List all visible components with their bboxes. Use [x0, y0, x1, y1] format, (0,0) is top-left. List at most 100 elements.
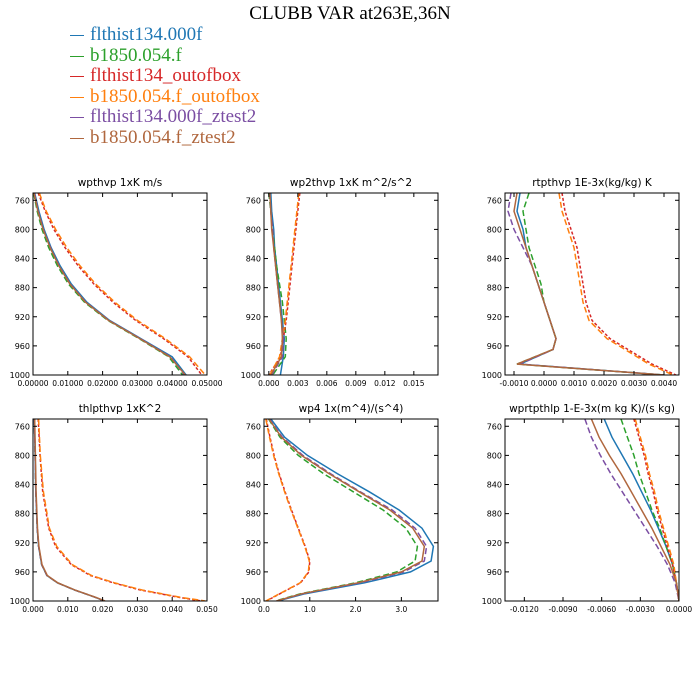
legend-label: b1850.054.f [90, 44, 182, 66]
x-tick-label: 0.015 [403, 379, 425, 388]
panel-2: wp2thvp 1xK m^2/s^2 760 800 840 880 920 960 100… [241, 177, 439, 388]
series-line-4 [558, 193, 674, 375]
x-tick-label: 0.003 [287, 379, 309, 388]
series-line-2 [267, 419, 419, 601]
legend-label: b1850.054.f_outofbox [90, 85, 260, 107]
x-tick-label: 0.01000 [52, 379, 83, 388]
x-tick-label: 0.050 [196, 605, 218, 614]
series-line-3 [561, 193, 677, 375]
panel-title: wp2thvp 1xK m^2/s^2 [290, 177, 412, 189]
y-tick-label: 960 [487, 342, 502, 351]
x-tick-label: 0.0000 [666, 605, 692, 614]
y-tick-label: 960 [487, 568, 502, 577]
y-tick-label: 880 [246, 510, 261, 519]
legend-item: b1850.054.f_ztest2 [70, 126, 260, 149]
y-tick-label: 1000 [10, 371, 30, 380]
series-line-1 [270, 193, 286, 375]
series-line-2 [516, 193, 665, 375]
x-tick-label: -0.0030 [626, 605, 655, 614]
x-tick-label: 0.040 [161, 605, 183, 614]
series-line-4 [269, 193, 300, 375]
series-line-4 [265, 419, 311, 601]
y-tick-label: 800 [246, 451, 261, 460]
y-tick-label: 920 [246, 313, 261, 322]
x-tick-label: 0.0020 [591, 379, 617, 388]
legend-label: flthist134_outofbox [90, 65, 241, 86]
y-tick-label: 880 [15, 284, 30, 293]
y-tick-label: 760 [246, 196, 261, 205]
y-tick-label: 920 [246, 539, 261, 548]
y-tick-label: 880 [487, 284, 502, 293]
legend-label: flthist134.000f_ztest2 [90, 106, 257, 127]
series-line-3 [265, 419, 311, 601]
panel-title: wprtpthlp 1-E-3x(m kg K)/(s kg) [509, 403, 675, 415]
y-tick-label: 1000 [482, 597, 502, 606]
y-tick-label: 840 [487, 255, 502, 264]
series-line-2 [620, 419, 679, 601]
panel-4: thlpthvp 1xK^2 760 800 840 880 920 960 10000.00… [10, 403, 218, 614]
x-tick-label: 0.04000 [157, 379, 188, 388]
x-tick-label: 2.0 [350, 605, 362, 614]
y-tick-label: 880 [246, 284, 261, 293]
series-line-6 [268, 419, 426, 601]
legend-item: flthist134_outofbox [70, 65, 260, 87]
y-tick-label: 920 [15, 539, 30, 548]
legend-swatch [70, 117, 84, 119]
x-tick-label: 1.0 [304, 605, 316, 614]
x-tick-label: 0.0030 [621, 379, 647, 388]
series-line-5 [33, 193, 185, 375]
x-tick-label: 0.020 [92, 605, 114, 614]
y-tick-label: 960 [15, 568, 30, 577]
y-tick-label: 800 [246, 225, 261, 234]
series-line-6 [33, 193, 186, 375]
panel-1: wpthvp 1xK m/s 760 800 840 880 920 960 10000.00… [10, 177, 223, 388]
plot-frame [504, 192, 680, 376]
series-line-1 [270, 419, 435, 601]
y-tick-label: 760 [15, 196, 30, 205]
legend-swatch [70, 35, 84, 37]
plot-frame [263, 192, 439, 376]
y-tick-label: 840 [246, 255, 261, 264]
y-tick-label: 1000 [482, 371, 502, 380]
x-tick-label: 0.03000 [122, 379, 153, 388]
x-tick-label: 0.0040 [651, 379, 677, 388]
x-tick-label: 0.00000 [17, 379, 48, 388]
panel-3: rtpthvp 1E-3x(kg/kg) K 760 800 840 880 920 960… [482, 177, 680, 388]
y-tick-label: 760 [246, 422, 261, 431]
plot-frame [504, 418, 680, 602]
legend: flthist134.000f b1850.054.f flthist134_o… [70, 24, 260, 149]
legend-swatch [70, 55, 84, 57]
legend-label: b1850.054.f_ztest2 [90, 126, 236, 148]
plot-frame [32, 192, 208, 376]
legend-swatch [70, 137, 84, 139]
x-tick-label: 0.030 [127, 605, 149, 614]
x-tick-label: 3.0 [395, 605, 407, 614]
x-tick-label: 0.02000 [87, 379, 118, 388]
plot-frame [263, 418, 439, 602]
x-tick-label: 0.000 [22, 605, 44, 614]
legend-item: b1850.054.f_outofbox [70, 85, 260, 108]
y-tick-label: 840 [246, 481, 261, 490]
legend-item: flthist134.000f [70, 24, 260, 46]
y-tick-label: 1000 [10, 597, 30, 606]
legend-swatch [70, 96, 84, 98]
y-tick-label: 1000 [241, 371, 261, 380]
series-line-5 [33, 419, 105, 601]
x-tick-label: 0.012 [374, 379, 396, 388]
y-tick-label: 800 [15, 451, 30, 460]
y-tick-label: 840 [15, 255, 30, 264]
series-line-5 [507, 193, 665, 375]
y-tick-label: 960 [246, 342, 261, 351]
x-tick-label: -0.0120 [510, 605, 539, 614]
y-tick-label: 880 [487, 510, 502, 519]
series-line-2 [33, 419, 105, 601]
panel-title: rtpthvp 1E-3x(kg/kg) K [532, 177, 653, 189]
x-tick-label: 0.010 [57, 605, 79, 614]
series-line-3 [633, 419, 679, 601]
legend-label: flthist134.000f [90, 24, 203, 45]
series-line-1 [33, 419, 105, 601]
x-tick-label: 0.006 [316, 379, 338, 388]
series-line-1 [516, 193, 665, 375]
y-tick-label: 800 [15, 225, 30, 234]
